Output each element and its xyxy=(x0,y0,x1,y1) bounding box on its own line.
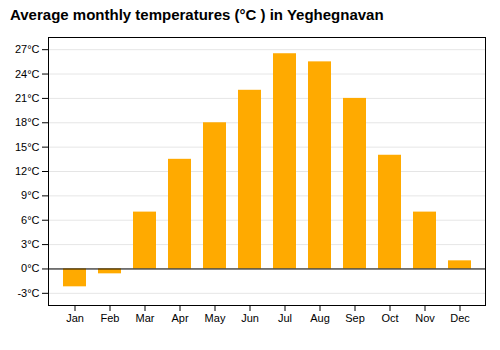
svg-text:Sep: Sep xyxy=(345,312,365,324)
svg-text:6°C: 6°C xyxy=(21,214,40,226)
svg-text:Oct: Oct xyxy=(381,312,398,324)
svg-text:Feb: Feb xyxy=(101,312,120,324)
svg-text:Dec: Dec xyxy=(450,312,470,324)
svg-text:3°C: 3°C xyxy=(21,238,40,250)
svg-text:12°C: 12°C xyxy=(15,165,40,177)
svg-text:Mar: Mar xyxy=(136,312,155,324)
svg-text:24°C: 24°C xyxy=(15,68,40,80)
svg-text:Jul: Jul xyxy=(278,312,292,324)
svg-text:9°C: 9°C xyxy=(21,189,40,201)
svg-text:Jan: Jan xyxy=(66,312,84,324)
svg-text:18°C: 18°C xyxy=(15,116,40,128)
svg-text:Apr: Apr xyxy=(171,312,188,324)
svg-text:0°C: 0°C xyxy=(21,262,40,274)
svg-text:21°C: 21°C xyxy=(15,92,40,104)
svg-text:15°C: 15°C xyxy=(15,141,40,153)
svg-text:Aug: Aug xyxy=(310,312,330,324)
html-text:Average monthly temperatures (: Average monthly temperatures (°C ) in Ye… xyxy=(10,6,384,23)
svg-text:27°C: 27°C xyxy=(15,43,40,55)
svg-text:Nov: Nov xyxy=(415,312,435,324)
svg-text:Jun: Jun xyxy=(241,312,259,324)
svg-text:May: May xyxy=(205,312,226,324)
svg-text:-3°C: -3°C xyxy=(17,287,39,299)
